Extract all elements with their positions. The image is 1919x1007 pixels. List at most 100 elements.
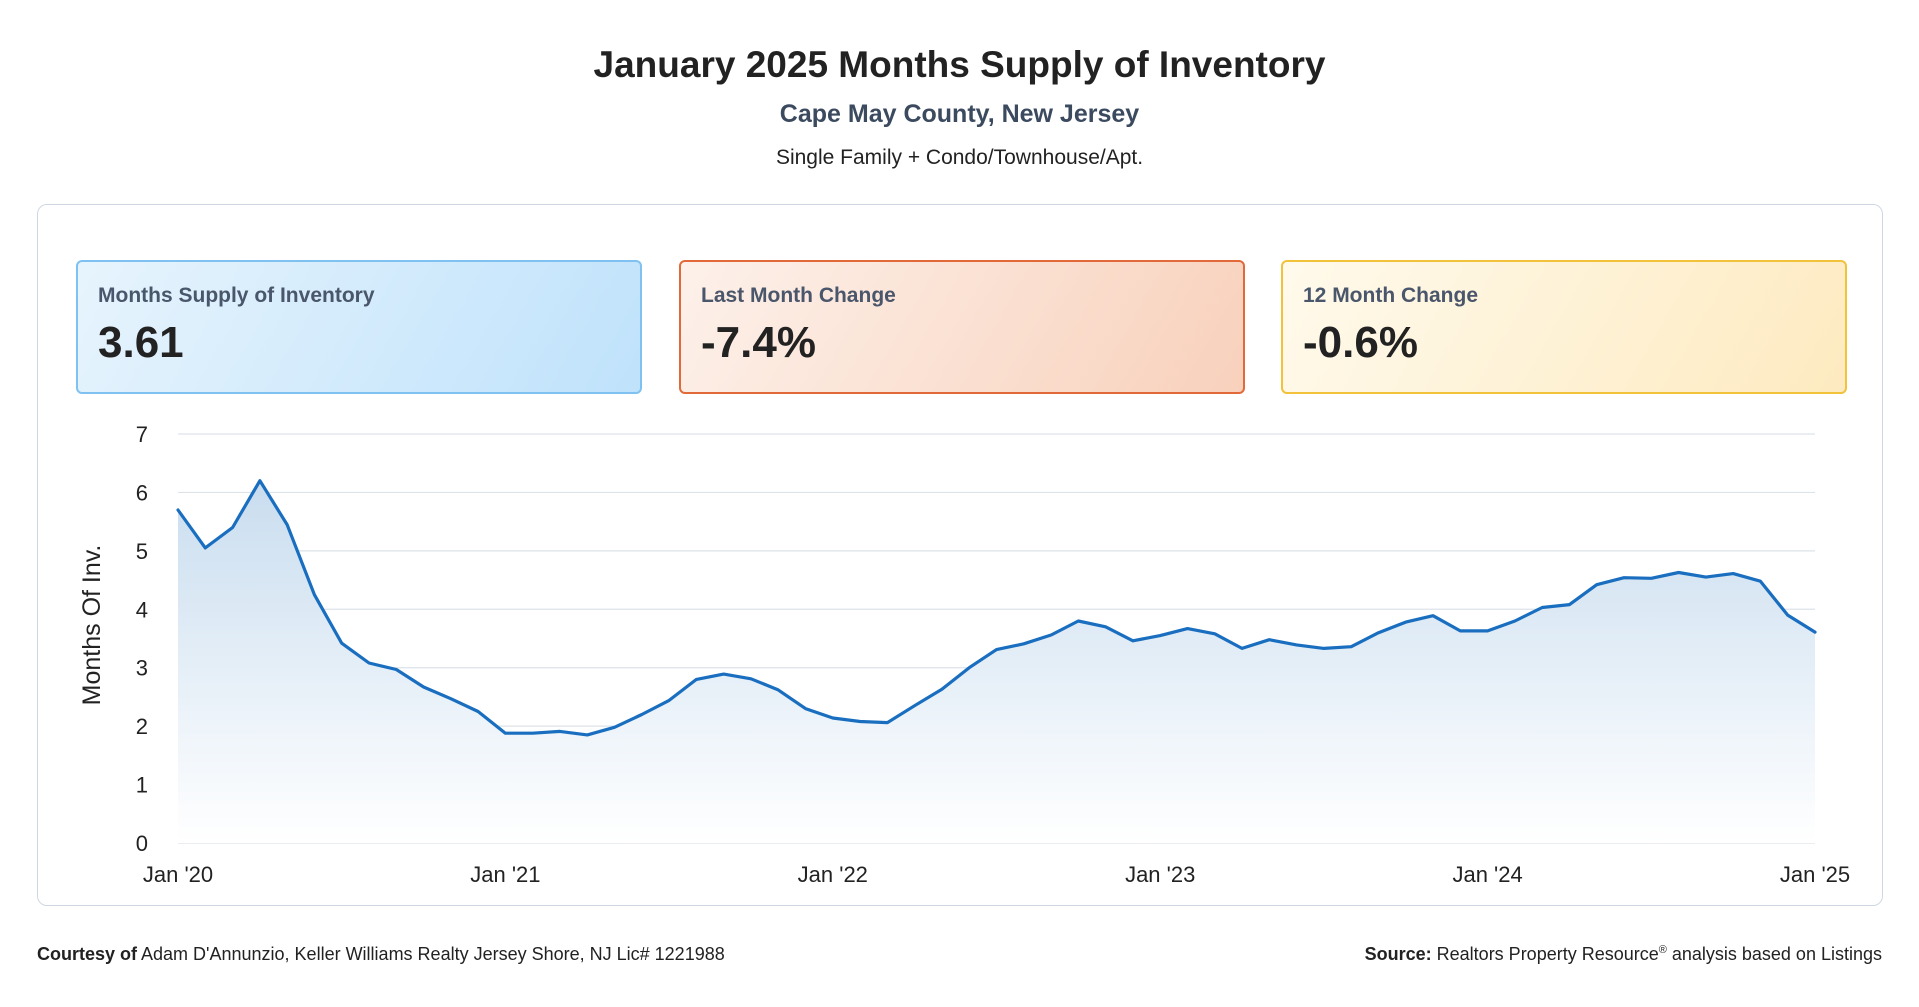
data-point (967, 666, 971, 670)
x-tick-label: Jan '20 (143, 862, 213, 887)
data-point (667, 698, 671, 702)
data-point (1104, 625, 1108, 629)
data-point (558, 729, 562, 733)
data-point (203, 546, 207, 550)
stat-value: 3.61 (98, 318, 184, 367)
x-axis-ticks: Jan '20 Jan '21 Jan '22 Jan '23 Jan '24 Jan '… (143, 862, 1850, 887)
data-point (1704, 575, 1708, 579)
data-point (640, 713, 644, 717)
data-point (1731, 572, 1735, 576)
stat-label: 12 Month Change (1303, 284, 1479, 307)
x-tick-label: Jan '23 (1125, 862, 1195, 887)
data-point (312, 593, 316, 597)
data-point (476, 710, 480, 714)
data-point (231, 526, 235, 530)
data-point (831, 716, 835, 720)
data-point (694, 677, 698, 681)
y-axis-ticks: 0 1 2 3 4 5 6 7 (136, 422, 148, 856)
courtesy-text: Adam D'Annunzio, Keller Williams Realty … (141, 944, 725, 964)
data-point (449, 697, 453, 701)
data-point (1595, 583, 1599, 587)
y-tick-label: 0 (136, 831, 148, 856)
data-point (776, 688, 780, 692)
data-point (367, 661, 371, 665)
y-tick-label: 6 (136, 480, 148, 505)
series-area (178, 480, 1815, 843)
data-point (503, 731, 507, 735)
data-point (940, 687, 944, 691)
data-point (722, 672, 726, 676)
y-tick-label: 7 (136, 422, 148, 447)
data-point (531, 731, 535, 735)
registered-mark: ® (1658, 944, 1667, 956)
data-point (1540, 606, 1544, 610)
source-text: Realtors Property Resource (1436, 944, 1659, 964)
y-tick-label: 5 (136, 539, 148, 564)
data-point (258, 479, 262, 483)
data-point (1022, 642, 1026, 646)
y-tick-label: 4 (136, 597, 148, 622)
data-point (394, 668, 398, 672)
y-axis-label: Months Of Inv. (78, 545, 106, 706)
data-point (1568, 603, 1572, 607)
data-point (804, 707, 808, 711)
stat-label: Months Supply of Inventory (98, 284, 375, 307)
data-point (1349, 645, 1353, 649)
data-point (422, 685, 426, 689)
series-line (176, 479, 1817, 737)
stat-value: -7.4% (701, 318, 816, 367)
location-subtitle: Cape May County, New Jersey (779, 100, 1140, 128)
data-point (285, 523, 289, 527)
data-point (1213, 632, 1217, 636)
data-point (1813, 630, 1817, 634)
x-tick-label: Jan '25 (1780, 862, 1850, 887)
data-point (1322, 646, 1326, 650)
data-point (995, 648, 999, 652)
x-tick-label: Jan '22 (798, 862, 868, 887)
property-type-label: Single Family + Condo/Townhouse/Apt. (775, 146, 1144, 169)
data-point (1267, 638, 1271, 642)
data-point (1158, 634, 1162, 638)
data-point (1786, 613, 1790, 617)
stat-label: Last Month Change (701, 284, 896, 307)
data-point (176, 508, 180, 512)
stat-value: -0.6% (1303, 318, 1418, 367)
x-tick-label: Jan '21 (470, 862, 540, 887)
data-point (1076, 619, 1080, 623)
data-point (585, 733, 589, 737)
data-point (1131, 639, 1135, 643)
y-tick-label: 3 (136, 656, 148, 681)
source-label: Source: (1364, 944, 1432, 964)
y-tick-label: 2 (136, 714, 148, 739)
source-text-post: analysis based on Listings (1666, 944, 1882, 964)
data-point (613, 725, 617, 729)
data-point (1677, 571, 1681, 575)
page-title: January 2025 Months Supply of Inventory (593, 44, 1326, 85)
data-point (885, 721, 889, 725)
x-tick-label: Jan '24 (1452, 862, 1522, 887)
data-point (1513, 619, 1517, 623)
source-footer: Source: Realtors Property Resource® anal… (1365, 944, 1882, 965)
data-point (1486, 629, 1490, 633)
data-point (1622, 576, 1626, 580)
stat-card-months-supply: Months Supply of Inventory 3.61 (76, 260, 642, 394)
data-point (1649, 576, 1653, 580)
data-point (913, 704, 917, 708)
data-point (340, 641, 344, 645)
stat-card-12-month-change: 12 Month Change -0.6% (1281, 260, 1847, 394)
data-point (1431, 614, 1435, 618)
data-point (1049, 633, 1053, 637)
y-tick-label: 1 (136, 773, 148, 798)
data-point (858, 720, 862, 724)
courtesy-footer: Courtesy of Adam D'Annunzio, Keller Will… (37, 944, 725, 965)
data-point (1404, 620, 1408, 624)
data-point (1295, 643, 1299, 647)
data-point (1186, 627, 1190, 631)
data-point (1240, 646, 1244, 650)
data-point (1458, 629, 1462, 633)
data-point (1758, 579, 1762, 583)
data-point (749, 677, 753, 681)
stat-card-last-month-change: Last Month Change -7.4% (679, 260, 1245, 394)
data-point (1377, 631, 1381, 635)
